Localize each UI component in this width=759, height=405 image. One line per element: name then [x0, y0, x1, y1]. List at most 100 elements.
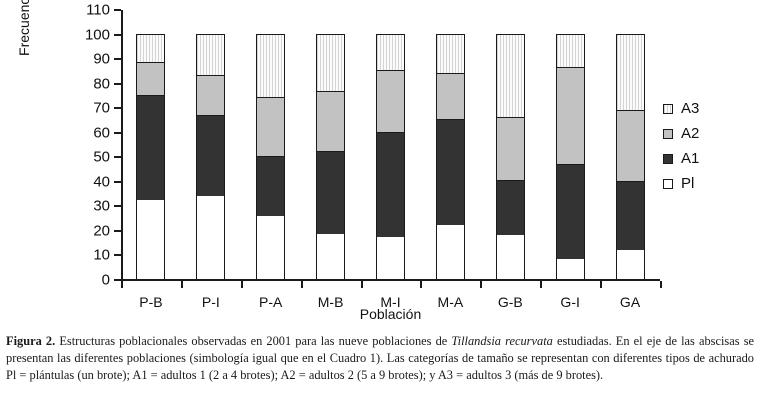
bar-segment-a3 [317, 34, 345, 92]
stacked-bar [136, 33, 166, 279]
y-tick-label: 90 [93, 50, 110, 68]
bar-segment-a3 [616, 34, 644, 110]
bar-segment-a2 [377, 70, 404, 132]
stacked-bar [615, 33, 645, 279]
x-tick-label: M-A [437, 294, 464, 310]
legend-swatch-icon [663, 153, 673, 164]
x-axis-label: Población [359, 306, 422, 322]
bar-segment-a3 [257, 34, 285, 98]
x-tick-label: G-I [560, 294, 580, 310]
caption-text-1: Estructuras poblacionales observadas en … [55, 334, 452, 348]
stacked-bar [196, 33, 226, 279]
x-tick-mark [660, 281, 662, 288]
stacked-bar [495, 33, 525, 279]
x-tick-mark [240, 281, 243, 288]
y-tick-label: 110 [86, 1, 110, 19]
legend-swatch-icon [663, 103, 673, 114]
x-tick-label: P-I [201, 294, 220, 310]
bar-segment-a3 [197, 34, 225, 76]
chart-area: Frecuencia relativa (%) 0 10 20 30 40 50 60 70 8… [16, 0, 699, 322]
bar-segment-a1 [436, 119, 464, 225]
y-tick-label: 100 [84, 26, 110, 44]
stacked-bar [316, 33, 346, 279]
y-tick-label: 40 [93, 173, 110, 191]
x-tick-mark [480, 281, 483, 288]
y-tick-mark [114, 33, 121, 36]
y-tick-label: 20 [93, 222, 110, 240]
x-tick-mark [121, 281, 123, 288]
y-axis-label: Frecuencia relativa (%) [16, 0, 40, 84]
stacked-bar [256, 33, 286, 279]
x-tick-label: M-I [380, 294, 401, 310]
y-axis-line [121, 10, 123, 281]
y-tick-label: 60 [93, 124, 110, 142]
bar-segment-a2 [257, 97, 285, 157]
bar-segment-a3 [496, 34, 524, 117]
bar-segment-a1 [257, 156, 285, 217]
caption-species-name: Tillandsia recurvata [451, 334, 553, 348]
y-tick-mark [114, 205, 121, 208]
legend: A3 A2 A1 Pl [663, 96, 699, 196]
bar-segment-pl [556, 259, 584, 279]
y-tick-label: 10 [93, 246, 110, 264]
bar-segment-pl [317, 233, 345, 279]
x-tick-mark [180, 281, 183, 288]
bar-segment-pl [197, 195, 225, 279]
y-tick-mark [114, 279, 121, 281]
legend-label: A3 [681, 100, 700, 117]
x-tick-mark [540, 281, 543, 288]
bar-segment-a1 [137, 94, 165, 201]
y-tick-mark [114, 82, 121, 85]
legend-swatch-icon [663, 178, 673, 189]
legend-label: A1 [681, 150, 700, 167]
bar-segment-a2 [616, 109, 644, 181]
bar-segment-a3 [436, 34, 464, 73]
bar-segment-pl [616, 249, 644, 279]
y-tick-label: 30 [93, 197, 110, 215]
figure-caption: Figura 2. Estructuras poblacionales obse… [6, 333, 754, 385]
y-tick-mark [114, 229, 121, 232]
y-tick-mark [114, 180, 121, 183]
legend-label: A2 [681, 125, 700, 142]
bar-segment-a1 [556, 163, 584, 260]
x-tick-mark [360, 281, 363, 288]
x-tick-label: P-B [139, 294, 163, 310]
bar-segment-pl [257, 216, 285, 279]
x-tick-label: G-B [497, 294, 523, 310]
bar-segment-pl [137, 200, 165, 279]
bar-segment-a3 [137, 34, 165, 62]
bar-segment-a2 [496, 117, 524, 180]
x-axis-line [121, 279, 660, 281]
legend-item: A3 [663, 96, 699, 121]
legend-item: A1 [663, 146, 699, 171]
x-tick-label: GA [619, 294, 641, 310]
x-tick-mark [420, 281, 423, 288]
x-tick-label: M-B [317, 294, 344, 310]
y-tick-mark [114, 58, 121, 61]
bar-segment-a3 [556, 34, 584, 67]
y-tick-mark [114, 107, 121, 110]
y-tick-label: 80 [93, 75, 110, 93]
bar-segment-a1 [317, 151, 345, 234]
bar-segment-a1 [377, 131, 404, 238]
y-tick-label: 70 [93, 99, 110, 117]
stacked-bar [376, 33, 405, 279]
bar-segment-a2 [197, 75, 225, 115]
bar-segment-a2 [137, 61, 165, 95]
x-tick-label: P-A [259, 294, 283, 310]
plot-region: 0 10 20 30 40 50 60 70 80 90 100 110 P-B P-I P-A M-B M-… [85, 2, 662, 310]
y-tick-mark [114, 156, 121, 159]
legend-item: A2 [663, 121, 699, 146]
bar-segment-a1 [197, 114, 225, 196]
bar-segment-pl [436, 225, 464, 279]
bar-segment-pl [496, 234, 524, 279]
bar-segment-a2 [436, 72, 464, 120]
legend-item: Pl [663, 171, 699, 196]
legend-label: Pl [681, 175, 695, 192]
y-tick-mark [114, 131, 121, 134]
bar-segment-pl [377, 237, 404, 279]
y-tick-mark [114, 254, 121, 257]
y-tick-mark [114, 9, 121, 11]
y-tick-label: 50 [93, 148, 110, 166]
